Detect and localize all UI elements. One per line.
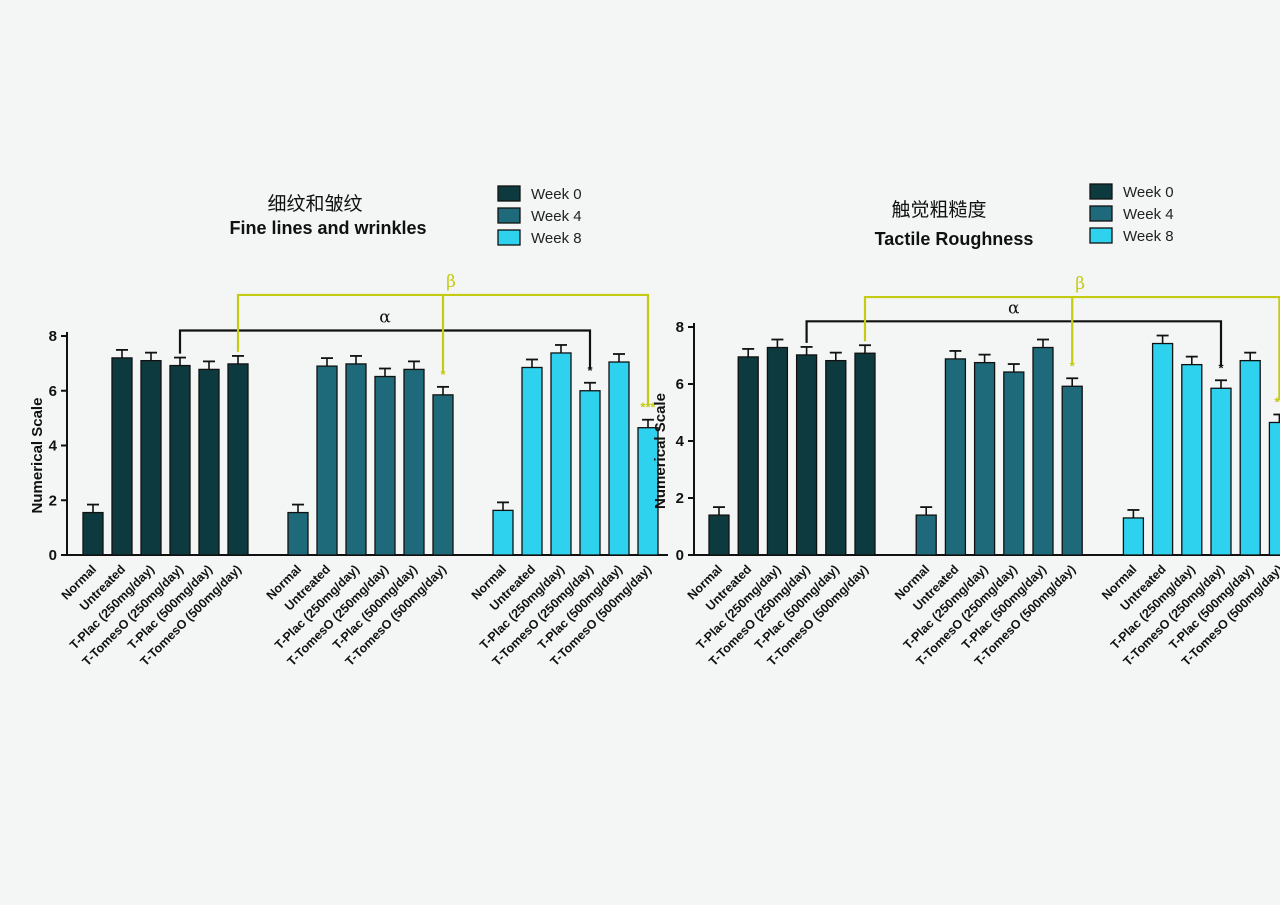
bar-week-0-t-tomeso-500mg-day [854,352,876,556]
bar-week-4-t-plac-500mg-day [403,368,425,556]
bar-week-4-t-tomeso-250mg-day [1003,371,1025,556]
bar-week-0-t-plac-500mg-day [198,368,220,556]
bar-week-0-normal [82,511,104,556]
bar-week-0-t-plac-500mg-day [825,359,847,556]
bar-week-0-normal [708,514,730,556]
bar-week-4-untreated [944,358,967,556]
bar-week-8-normal [492,509,514,556]
bar-week-4-t-plac-250mg-day [345,363,367,556]
legend-swatch-week-0 [1089,183,1113,200]
bar-week-4-t-tomeso-500mg-day [432,394,454,556]
y-tick-label: 6 [49,383,57,400]
bar-week-4-t-plac-250mg-day [973,361,996,556]
bar-week-8-t-plac-250mg-day [1181,363,1203,556]
significance-marker: * [1218,360,1224,375]
chart-title-zh: 细纹和皱纹 [267,193,362,215]
legend-label-week-0: Week 0 [531,186,582,203]
bar-week-4-t-tomeso-500mg-day [1061,385,1083,556]
bracket-label-alpha: α [379,308,391,328]
bar-week-4-normal [287,511,309,556]
bar-week-0-t-tomeso-250mg-day [795,354,818,556]
legend-label-week-4: Week 4 [1123,206,1174,223]
bar-week-0-t-tomeso-250mg-day [169,364,191,556]
bar-week-0-t-plac-250mg-day [766,346,789,556]
bar-week-0-t-tomeso-500mg-day [227,363,249,556]
legend-label-week-8: Week 8 [531,230,582,247]
y-tick-label: 0 [49,547,57,564]
y-tick-label: 2 [676,490,684,507]
significance-marker: * [1070,358,1076,373]
y-tick-label: 0 [676,547,684,564]
legend-swatch-week-4 [1089,205,1113,222]
bar-week-4-untreated [316,365,338,556]
legend-swatch-week-0 [497,185,521,202]
bracket-alpha [805,320,1223,367]
bracket-alpha [178,329,592,369]
legend-label-week-4: Week 4 [531,208,582,225]
bar-week-8-t-plac-250mg-day [550,352,572,556]
significance-marker: ** [1274,394,1280,409]
bar-week-8-t-plac-500mg-day [608,361,630,556]
y-tick-label: 8 [676,319,684,336]
bar-week-0-t-plac-250mg-day [140,359,162,556]
y-tick-label: 6 [676,376,684,393]
bar-week-8-t-plac-500mg-day [1239,359,1261,556]
bar-week-8-untreated [1151,342,1174,556]
chart-fine-lines: 细纹和皱纹 Fine lines and wrinkles Week 0 Week 4… [29,185,668,669]
significance-marker: *** [640,400,656,415]
chart-title: Fine lines and wrinkles [229,218,426,238]
significance-marker: * [440,367,446,382]
bracket-label-alpha: α [1008,298,1020,318]
legend-swatch-week-4 [497,207,521,224]
legend-label-week-8: Week 8 [1123,228,1174,245]
y-tick-label: 4 [676,433,685,450]
legend-swatch-week-8 [1089,227,1113,244]
legend-label-week-0: Week 0 [1123,184,1174,201]
y-axis-title: Numerical Scale [652,393,669,509]
bar-week-0-untreated [737,356,759,556]
significance-marker: * [587,363,593,378]
y-tick-label: 2 [49,492,57,509]
bar-week-8-untreated [521,366,543,556]
y-axis-title: Numerical Scale [29,398,46,514]
bracket-label-beta: β [1075,274,1085,294]
chart-title-zh: 触觉粗糙度 [891,199,986,221]
bracket-label-beta: β [446,272,456,292]
legend-swatch-week-8 [497,229,521,246]
chart-title: Tactile Roughness [875,229,1034,249]
bar-week-8-t-tomeso-500mg-day [1268,421,1280,556]
bar-week-8-t-tomeso-250mg-day [1210,387,1232,556]
bar-week-8-t-tomeso-250mg-day [579,390,601,556]
y-tick-label: 8 [49,328,57,345]
bar-week-4-t-tomeso-250mg-day [374,375,396,556]
chart-tactile-roughness: 触觉粗糙度 Tactile Roughness Week 0 Week 4 Week 8… [652,183,1280,669]
bar-week-8-normal [1122,517,1145,556]
bar-week-4-t-plac-500mg-day [1032,346,1054,556]
y-tick-label: 4 [49,438,58,455]
bar-week-4-normal [915,514,937,556]
bar-week-0-untreated [111,357,133,556]
